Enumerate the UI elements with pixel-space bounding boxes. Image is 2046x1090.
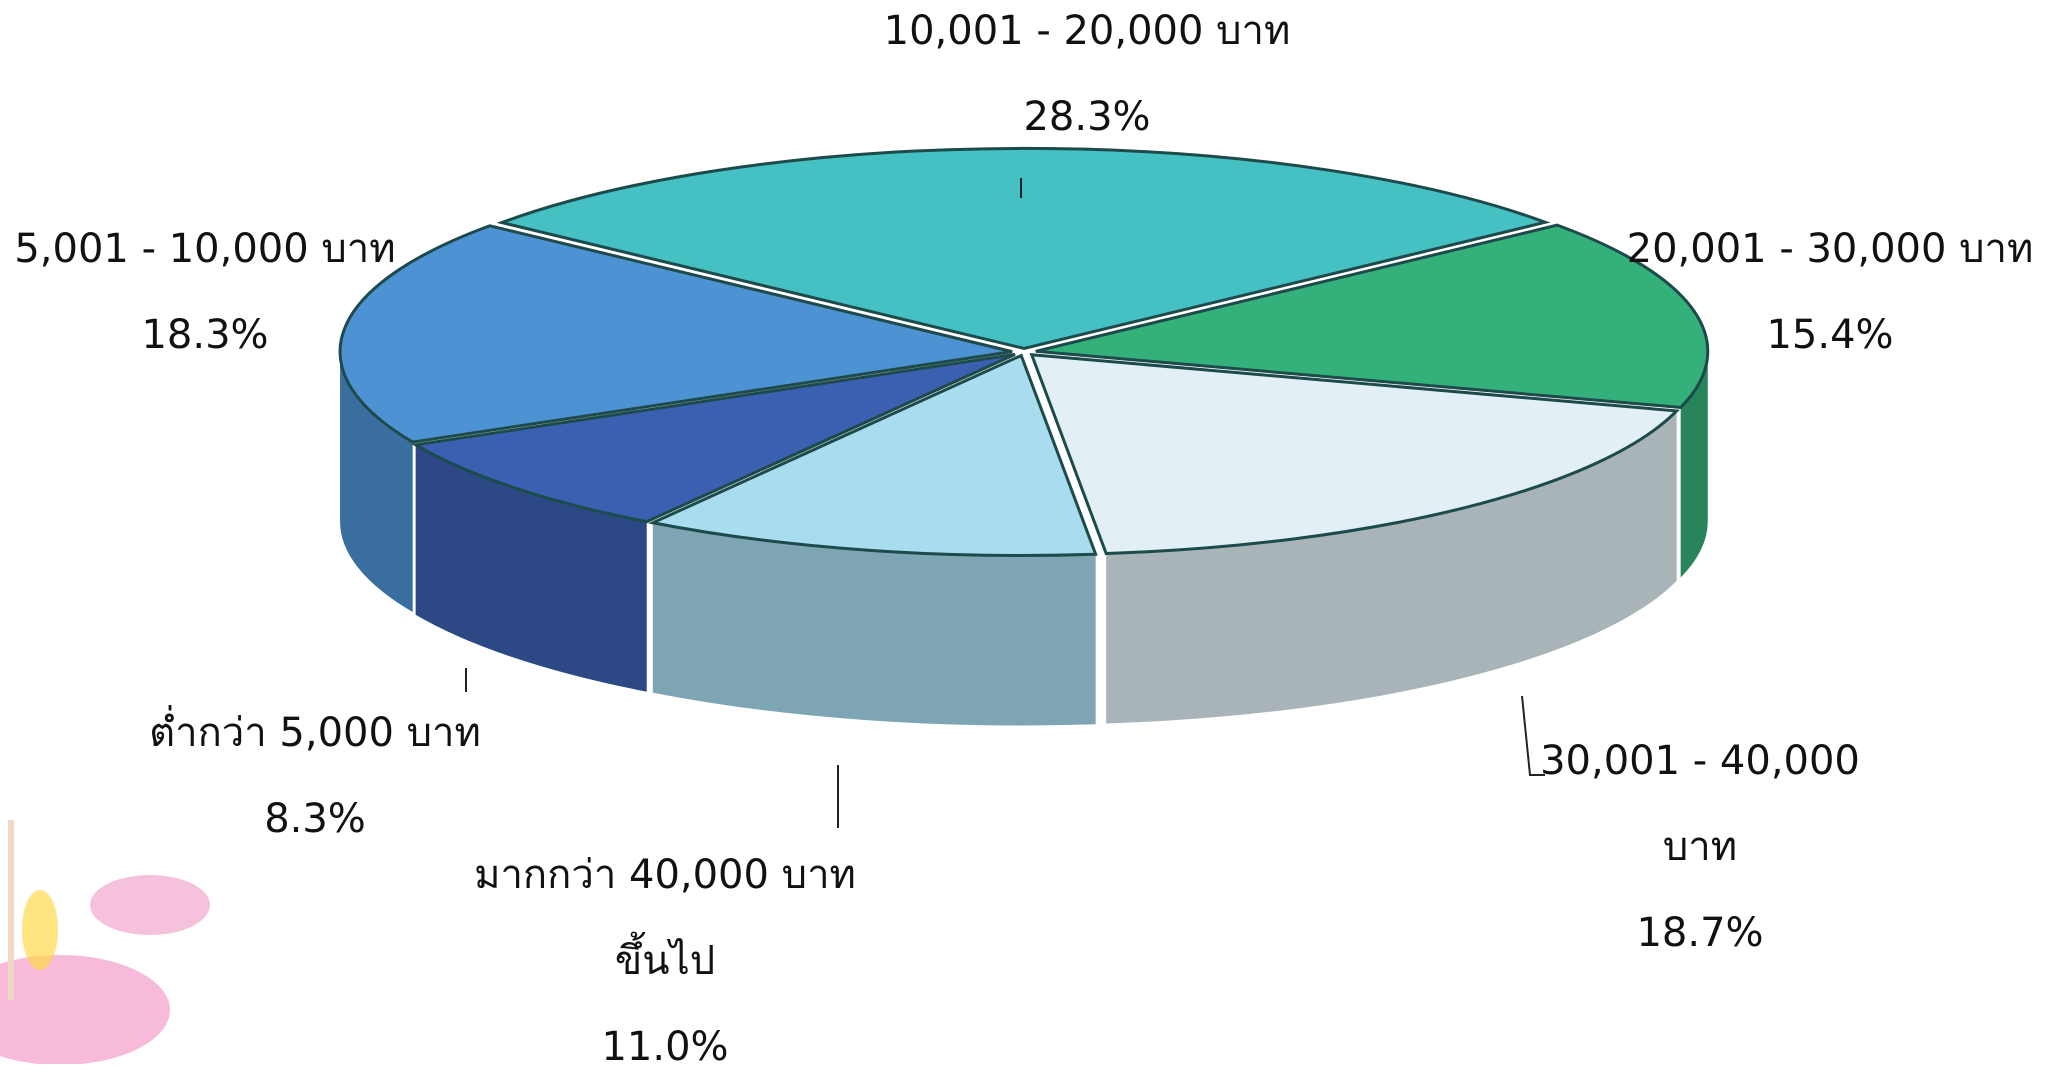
category-label: 10,001 - 20,000 บาท [883, 8, 1291, 54]
decoration [0, 820, 210, 1064]
slice-label: 5,001 - 10,000 บาท 18.3% [0, 206, 410, 378]
slice-label: 10,001 - 20,000 บาท 28.3% [837, 0, 1337, 160]
slice [647, 353, 1098, 557]
slice-label: ต่ำกว่า 5,000 บาท 8.3% [115, 690, 515, 862]
slice [1035, 223, 1710, 410]
value-label: 28.3% [1023, 94, 1151, 140]
slice-side [340, 351, 413, 613]
slice [496, 146, 1551, 350]
category-label: 30,001 - 40,000 บาท [1540, 738, 1860, 870]
side-shade [415, 444, 647, 692]
category-label: มากกว่า 40,000 บาท ขึ้นไป [474, 852, 856, 984]
slice-side [1680, 351, 1708, 578]
side-shade [1680, 351, 1708, 578]
category-label: ต่ำกว่า 5,000 บาท [149, 710, 481, 756]
pie [338, 146, 1710, 726]
slice [1029, 353, 1680, 556]
value-label: 8.3% [264, 796, 366, 842]
value-label: 18.7% [1636, 910, 1764, 956]
slice [338, 224, 1013, 444]
side-shade [340, 351, 413, 613]
side-shade [652, 522, 1096, 726]
value-label: 18.3% [141, 312, 269, 358]
slice-label: มากกว่า 40,000 บาท ขึ้นไป 11.0% [455, 832, 875, 1090]
chart [0, 146, 1710, 1064]
slice-label: 30,001 - 40,000 บาท 18.7% [1535, 718, 1865, 976]
slice-side [415, 444, 647, 692]
value-label: 15.4% [1766, 312, 1894, 358]
value-label: 11.0% [601, 1024, 729, 1070]
slice-side [652, 522, 1096, 726]
slice-label: 20,001 - 30,000 บาท 15.4% [1615, 206, 2045, 378]
category-label: 20,001 - 30,000 บาท [1626, 226, 2034, 272]
slice [411, 352, 1016, 524]
category-label: 5,001 - 10,000 บาท [14, 226, 396, 272]
leader-lines [465, 178, 1545, 828]
